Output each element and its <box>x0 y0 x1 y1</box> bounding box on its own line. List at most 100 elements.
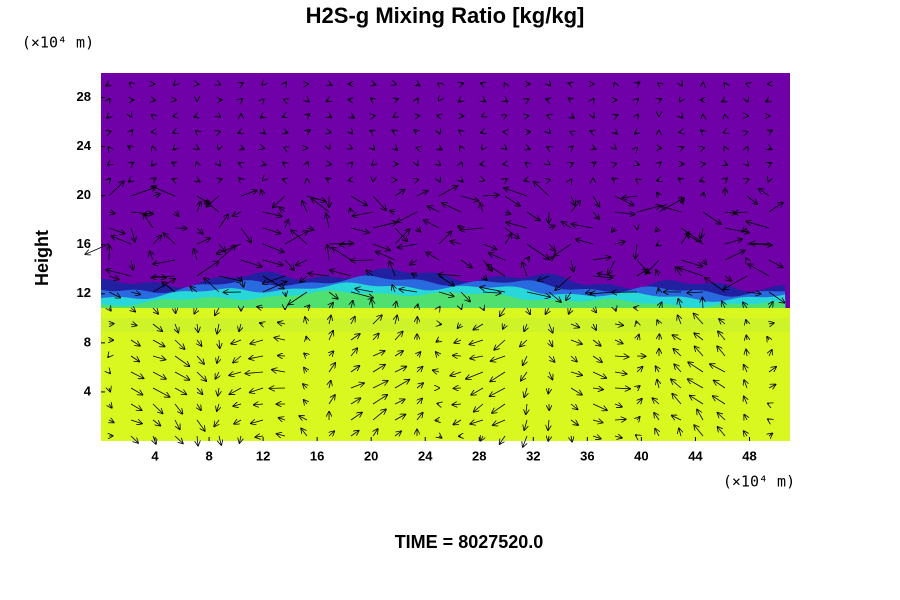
vector-arrow <box>260 323 263 324</box>
vector-arrow <box>744 397 747 405</box>
vector-arrow <box>659 162 661 164</box>
vector-arrow <box>394 351 403 357</box>
vector-arrow <box>234 420 242 424</box>
vector-arrow <box>570 355 577 362</box>
vector-arrow <box>570 340 582 344</box>
vector-arrow <box>746 195 757 204</box>
vector-arrow <box>262 282 287 293</box>
vector-arrow <box>702 211 721 224</box>
vector-arrow <box>175 323 178 333</box>
vector-arrow <box>592 355 602 362</box>
vector-arrow <box>197 202 201 213</box>
vector-arrow <box>128 146 131 148</box>
vector-arrow <box>687 292 704 293</box>
vector-arrow <box>131 130 133 132</box>
vector-arrow <box>637 82 640 84</box>
vector-arrow <box>694 425 704 437</box>
vector-arrow <box>283 163 285 165</box>
vector-arrow <box>174 355 189 366</box>
vector-arrow <box>460 228 484 230</box>
vector-arrow <box>614 404 622 407</box>
vector-arrow <box>614 436 622 438</box>
vector-arrow <box>746 320 747 324</box>
vector-arrow <box>214 419 219 426</box>
vector-arrow <box>700 180 703 181</box>
vector-arrow <box>229 372 242 375</box>
vector-arrow <box>109 420 114 422</box>
vector-arrow <box>637 164 639 165</box>
vector-arrow <box>109 179 110 180</box>
vector-arrow <box>769 163 771 164</box>
vector-arrow <box>329 381 331 389</box>
vector-arrow <box>194 308 197 314</box>
vector-arrow <box>152 194 160 196</box>
vector-arrow <box>131 163 133 165</box>
vector-arrow <box>108 212 115 214</box>
vector-arrow <box>690 396 704 405</box>
vector-arrow <box>524 323 527 331</box>
vector-arrow <box>593 116 594 118</box>
vector-arrow <box>131 259 133 270</box>
vector-arrow <box>302 201 308 213</box>
vector-arrow <box>174 371 189 380</box>
vector-arrow <box>351 163 353 165</box>
vector-arrow <box>439 274 462 276</box>
vector-arrow <box>453 356 462 357</box>
x-unit-label: (×10⁴ m) <box>723 473 795 491</box>
vector-arrow <box>459 131 461 133</box>
vector-arrow <box>231 340 242 344</box>
x-tick-label: 44 <box>688 448 703 463</box>
vector-arrow <box>615 148 616 149</box>
vector-arrow <box>592 436 601 439</box>
vector-arrow <box>524 419 527 430</box>
vector-arrow <box>241 275 243 287</box>
vector-arrow <box>307 114 309 116</box>
vector-arrow <box>593 162 595 164</box>
vector-arrow <box>724 276 731 281</box>
y-unit-label: (×10⁴ m) <box>22 34 94 52</box>
vector-arrow <box>590 131 593 132</box>
x-tick-label: 48 <box>742 448 756 463</box>
vector-arrow <box>438 83 439 84</box>
vector-arrow <box>174 435 183 443</box>
vector-arrow <box>747 222 770 229</box>
vector-arrow <box>490 387 506 396</box>
vector-arrow <box>152 387 169 397</box>
vector-arrow <box>442 203 462 213</box>
vector-arrow <box>593 323 596 330</box>
vector-arrow <box>307 162 308 164</box>
vector-arrow <box>697 410 704 421</box>
vector-arrow <box>190 287 198 293</box>
vector-arrow <box>372 315 382 325</box>
vector-arrow <box>303 384 307 388</box>
vector-arrow <box>724 275 748 289</box>
vector-arrow <box>438 291 454 296</box>
vector-arrow <box>280 207 286 212</box>
vector-arrow <box>350 334 360 341</box>
vector-arrow <box>718 413 726 421</box>
vector-arrow <box>593 99 594 100</box>
vector-arrow <box>592 339 601 346</box>
vector-arrow <box>482 195 499 196</box>
vector-arrow <box>439 436 441 438</box>
vector-arrow <box>351 301 353 309</box>
vector-arrow <box>283 179 285 180</box>
vector-arrow <box>327 245 329 261</box>
vector-arrow <box>591 292 616 294</box>
vector-arrow <box>219 339 220 348</box>
vector-arrow <box>351 148 352 149</box>
vector-arrow <box>768 180 769 182</box>
vector-arrow <box>196 131 197 132</box>
vector-arrow <box>372 334 379 341</box>
vector-arrow <box>454 340 462 343</box>
vector-arrow <box>713 396 726 405</box>
vector-arrow <box>483 276 487 280</box>
vector-arrow <box>394 431 401 436</box>
vector-arrow <box>724 147 725 148</box>
vector-arrow <box>746 258 747 260</box>
vector-arrow <box>376 252 396 261</box>
vector-arrow <box>251 420 264 423</box>
vector-arrow <box>307 100 309 102</box>
vector-arrow <box>417 352 420 356</box>
vector-arrow <box>372 164 373 165</box>
